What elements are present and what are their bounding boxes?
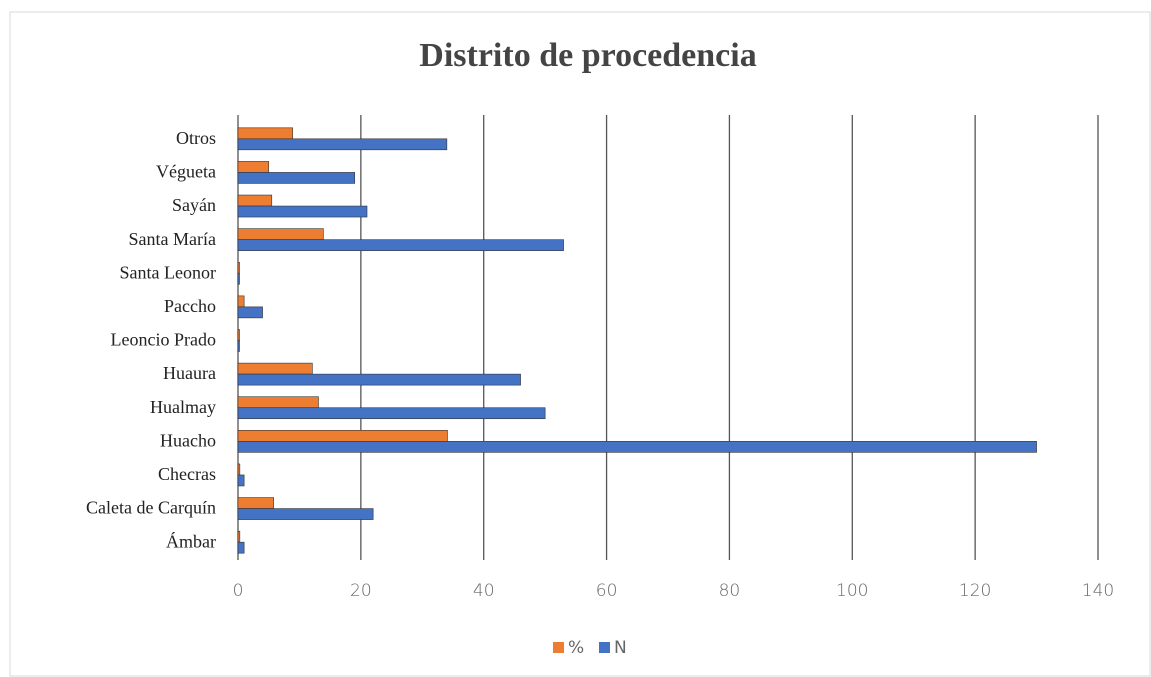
- bar: [237, 205, 368, 218]
- x-tick-label: 0: [233, 581, 244, 601]
- bar: [237, 295, 245, 308]
- bar: [237, 172, 356, 184]
- bar: [237, 373, 521, 386]
- bar: [237, 430, 448, 442]
- bar: [237, 306, 263, 319]
- bar: [237, 508, 374, 520]
- y-tick-label: Leoncio Prado: [111, 330, 216, 350]
- legend-label: %: [568, 638, 584, 658]
- bar: [237, 127, 293, 140]
- bar: [237, 362, 313, 375]
- chart-title: Distrito de procedencia: [419, 37, 756, 74]
- y-tick-label: Santa María: [129, 229, 216, 249]
- bar: [237, 463, 241, 476]
- bar: [237, 138, 448, 151]
- y-tick-label: Huaura: [163, 363, 216, 383]
- y-tick-label: Huacho: [160, 430, 216, 450]
- y-tick-label: Ámbar: [166, 530, 216, 551]
- y-tick-label: Otros: [176, 128, 216, 148]
- bar: [237, 474, 245, 487]
- y-tick-label: Santa Leonor: [120, 262, 216, 282]
- legend-swatch: [553, 642, 564, 653]
- y-tick-label: Paccho: [164, 296, 216, 316]
- x-tick-label: 140: [1082, 581, 1114, 601]
- legend-label: N: [614, 638, 627, 658]
- y-tick-label: Sayán: [172, 195, 216, 215]
- bar: [237, 396, 319, 409]
- chart-frame: [9, 11, 1151, 677]
- legend-swatch: [599, 642, 610, 653]
- bar: [237, 272, 240, 285]
- bar: [237, 329, 240, 341]
- bar: [237, 407, 546, 420]
- bar: [237, 228, 324, 240]
- bar: [237, 194, 273, 207]
- bar: [237, 340, 240, 352]
- x-tick-label: 60: [596, 581, 618, 601]
- x-tick-label: 100: [836, 581, 868, 601]
- y-tick-label: Caleta de Carquín: [86, 498, 216, 518]
- x-tick-label: 20: [350, 581, 372, 601]
- y-tick-label: Végueta: [156, 162, 216, 182]
- bar: [237, 497, 274, 509]
- bar: [237, 530, 241, 543]
- y-tick-label: Hualmay: [150, 397, 216, 417]
- bar: [237, 261, 240, 274]
- x-tick-label: 80: [719, 581, 741, 601]
- bar: [237, 239, 564, 251]
- y-tick-label: Checras: [158, 464, 216, 484]
- x-tick-label: 120: [959, 581, 991, 601]
- bar: [237, 441, 1037, 453]
- bar: [237, 161, 270, 173]
- bar: [237, 541, 245, 554]
- x-tick-label: 40: [473, 581, 495, 601]
